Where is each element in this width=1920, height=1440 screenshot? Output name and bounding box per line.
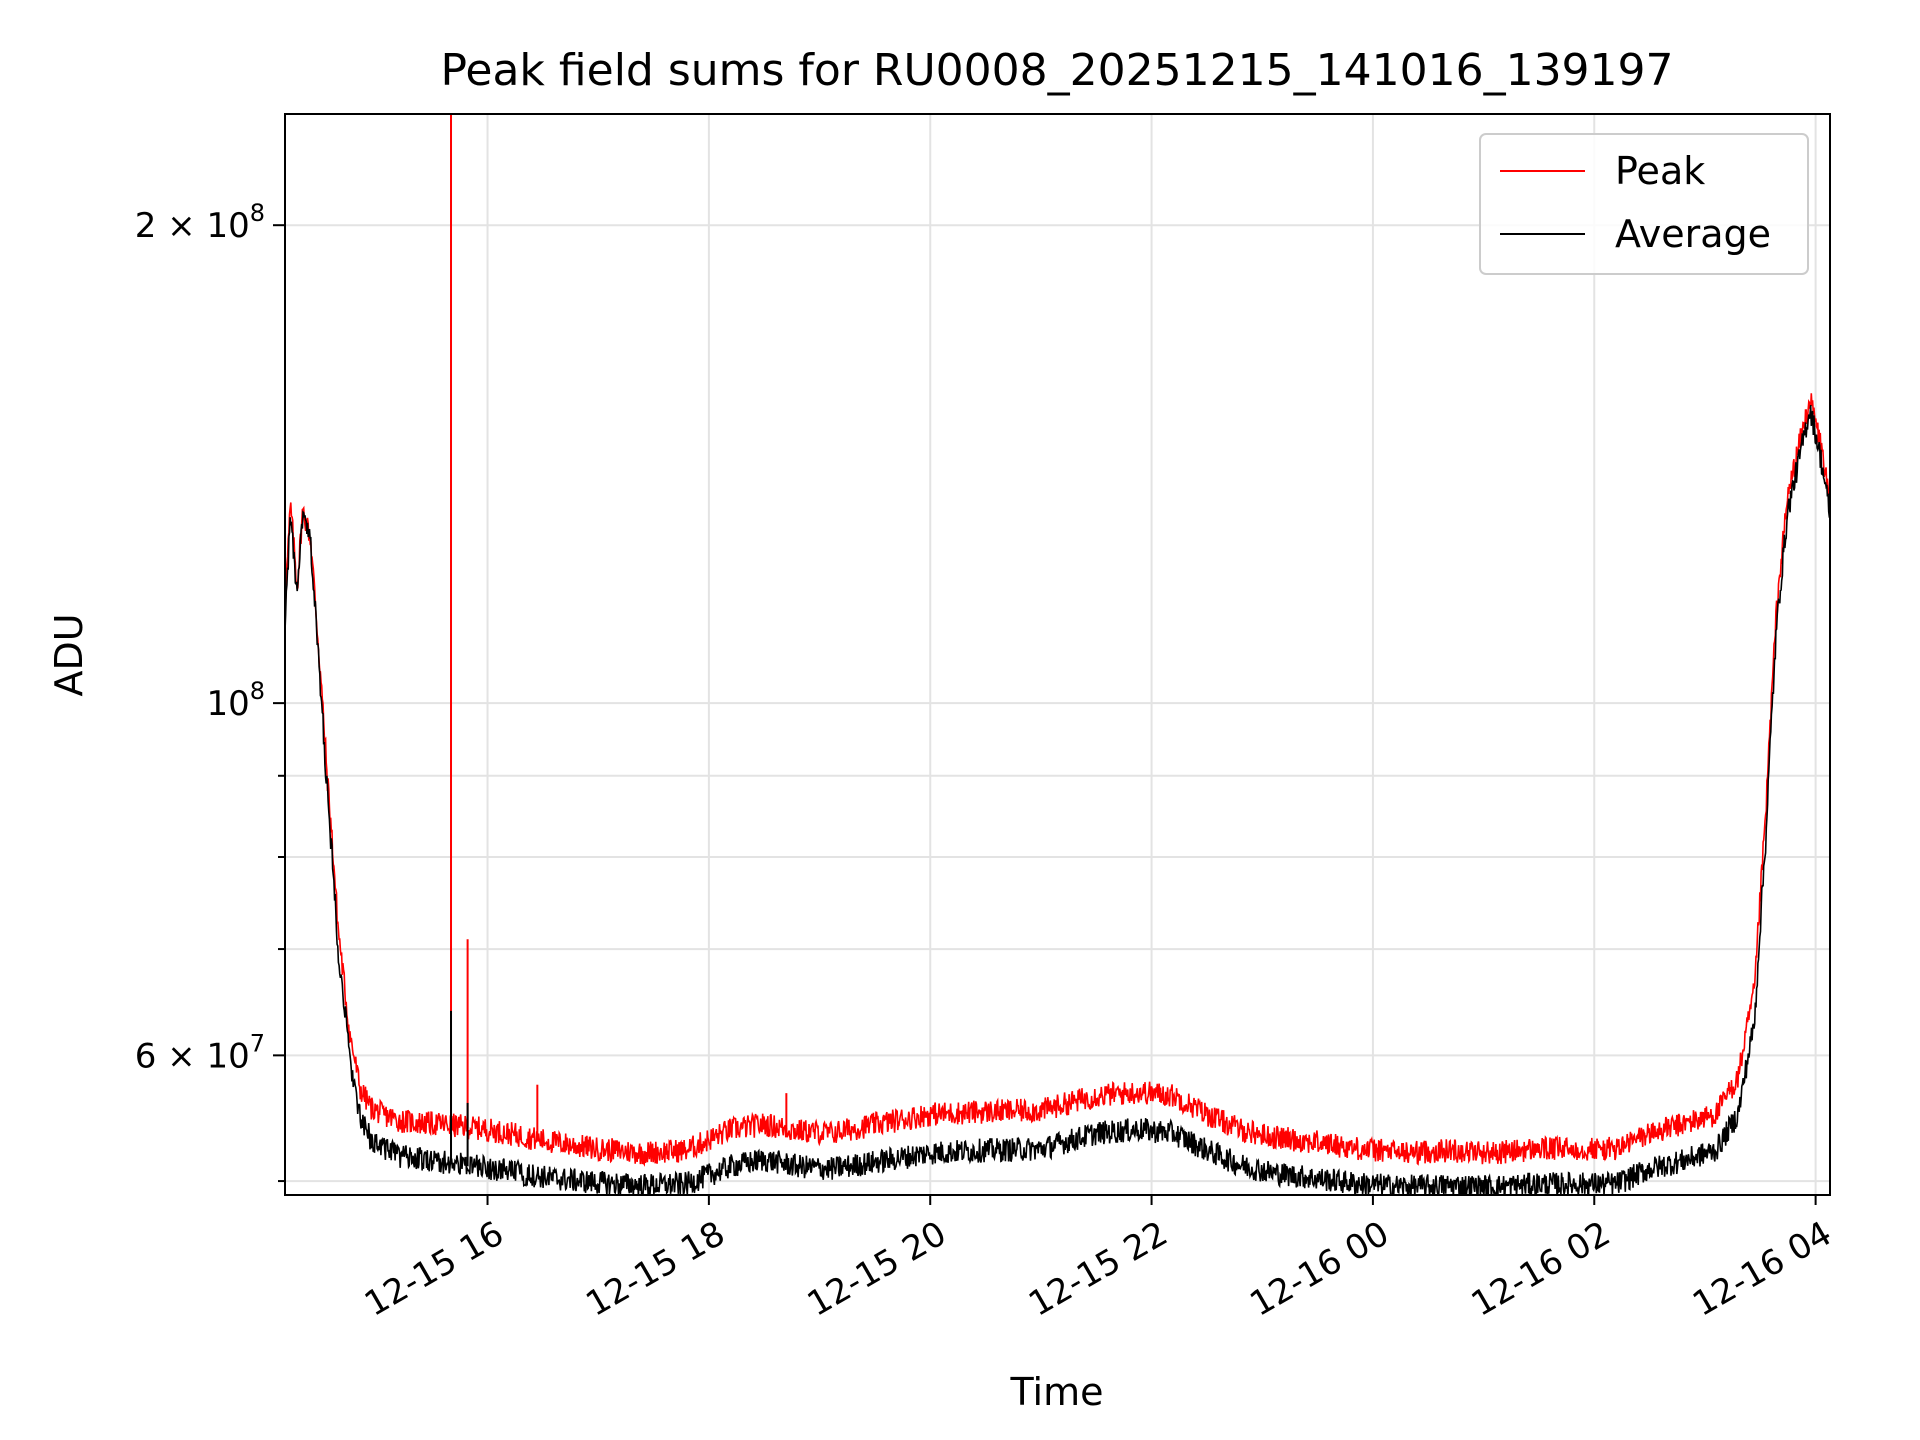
grid	[285, 114, 1830, 1195]
legend-label-peak: Peak	[1615, 149, 1705, 193]
series-line-peak	[285, 393, 1830, 1167]
y-axis-label: ADU	[47, 613, 91, 696]
series-line-average	[285, 404, 1830, 1195]
plot-frame	[284, 113, 1831, 1196]
y-tick-label: 2 × 108	[135, 199, 265, 246]
y-axis: 2 × 108 108 6 × 107	[135, 199, 285, 1183]
y-tick-label: 108	[206, 677, 265, 724]
chart-title: Peak field sums for RU0008_20251215_1410…	[440, 45, 1673, 96]
legend: Peak Average	[1479, 133, 1809, 275]
series-layer	[285, 114, 1830, 1195]
legend-label-average: Average	[1615, 212, 1771, 256]
x-axis-label: Time	[1010, 1370, 1104, 1414]
y-tick-label: 6 × 107	[135, 1029, 265, 1076]
legend-box	[1479, 133, 1809, 275]
